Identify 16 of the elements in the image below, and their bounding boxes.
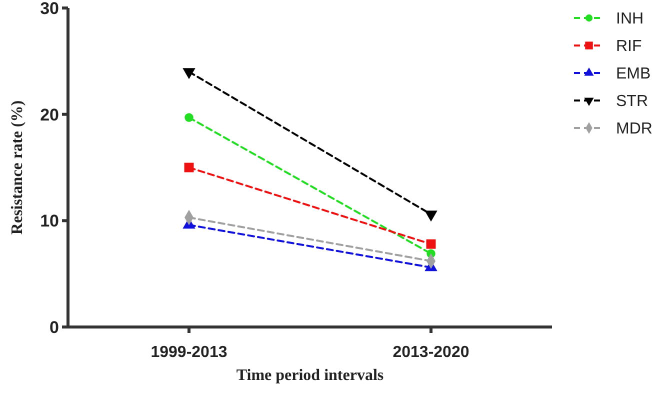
x-tick-label: 2013-2020 [392, 344, 470, 361]
y-tick-label: 30 [40, 0, 59, 18]
point [426, 239, 436, 249]
y-axis-title: Resistance rate (%) [9, 100, 26, 235]
x-axis-title: Time period intervals [236, 367, 384, 384]
point [184, 113, 194, 122]
x-tick-label: 1999-2013 [150, 344, 228, 361]
legend-label: MDR [616, 120, 652, 138]
legend-label: RIF [616, 38, 642, 56]
legend-label: STR [616, 93, 648, 110]
legend-label: INH [616, 10, 644, 28]
legend-label: EMB [616, 66, 651, 83]
y-tick-label: 0 [50, 318, 59, 337]
y-tick-label: 20 [40, 105, 59, 124]
point [184, 162, 194, 172]
y-tick-label: 10 [40, 212, 59, 231]
